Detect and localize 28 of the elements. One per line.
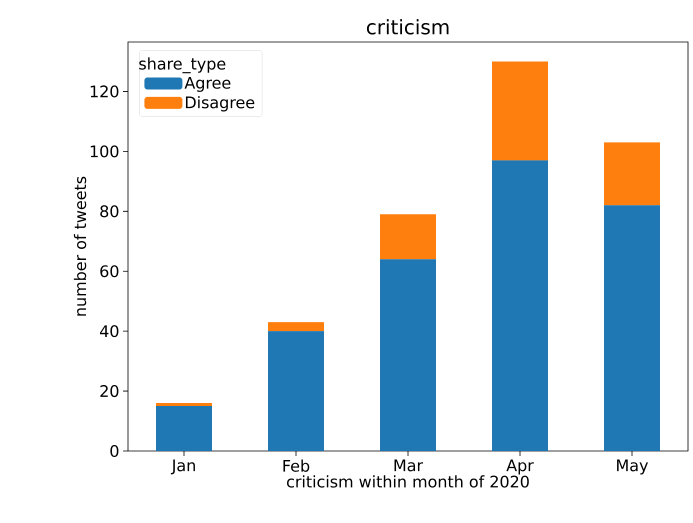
y-tick-label: 100 xyxy=(90,145,118,158)
bar xyxy=(156,406,212,451)
bar xyxy=(268,322,324,332)
bar xyxy=(604,142,660,206)
y-tick-label: 60 xyxy=(100,265,118,278)
x-tick-label: Jan xyxy=(170,460,195,474)
x-tick-label: Apr xyxy=(506,460,534,474)
x-axis-title: criticism within month of 2020 xyxy=(287,475,529,488)
y-tick-label: 20 xyxy=(100,385,118,398)
bar xyxy=(604,205,660,451)
x-tick-label: May xyxy=(617,460,648,474)
x-tick-label: Mar xyxy=(394,460,424,472)
y-tick-label: 40 xyxy=(100,325,118,338)
legend-title: share_type xyxy=(139,57,226,74)
bar xyxy=(492,61,548,160)
bar xyxy=(380,214,436,260)
chart-title: criticism xyxy=(366,19,448,34)
bar xyxy=(492,160,548,451)
legend-label: Agree xyxy=(184,76,230,92)
legend-label: Disagree xyxy=(186,96,254,112)
y-tick-label: 80 xyxy=(100,205,118,218)
bar xyxy=(156,403,212,406)
x-tick-label: Feb xyxy=(283,460,310,472)
bar xyxy=(380,259,436,451)
y-tick-label: 0 xyxy=(110,444,118,458)
y-tick-label: 120 xyxy=(90,85,118,98)
y-axis-title: number of tweets xyxy=(74,176,86,316)
bar xyxy=(268,331,324,451)
